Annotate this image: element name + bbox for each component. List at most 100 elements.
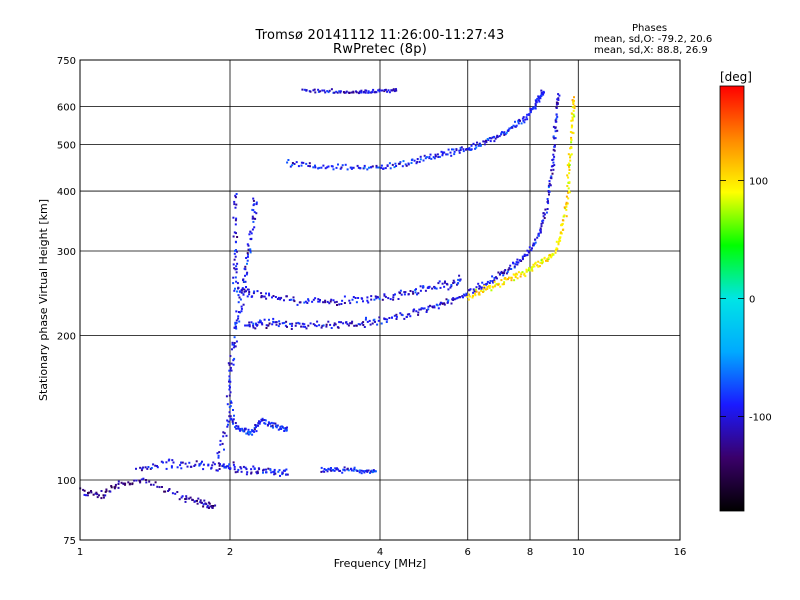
data-point	[304, 300, 307, 303]
data-point	[230, 400, 232, 403]
data-point	[474, 294, 477, 297]
data-point	[280, 296, 283, 299]
data-point	[294, 324, 297, 327]
data-point	[539, 229, 542, 232]
data-point	[478, 287, 481, 290]
data-point	[181, 461, 184, 464]
data-point	[252, 199, 255, 202]
data-point	[202, 503, 205, 506]
data-point	[500, 132, 503, 135]
data-point	[337, 468, 340, 471]
data-point	[301, 88, 304, 91]
data-point	[233, 336, 236, 339]
data-point	[272, 321, 275, 324]
data-point	[438, 280, 441, 283]
data-point	[446, 301, 449, 304]
data-point	[250, 468, 253, 471]
data-point	[376, 323, 379, 326]
data-point	[413, 159, 416, 162]
data-point	[240, 470, 243, 473]
data-point	[308, 162, 311, 165]
data-point	[314, 164, 316, 167]
data-point	[569, 147, 572, 150]
data-point	[255, 201, 258, 204]
data-point	[559, 231, 562, 234]
data-point	[565, 203, 568, 206]
data-point	[428, 156, 431, 158]
data-point	[417, 311, 420, 314]
data-point	[250, 238, 253, 241]
data-point	[170, 465, 173, 468]
data-point	[502, 283, 505, 286]
data-point	[553, 137, 556, 140]
data-point	[554, 126, 557, 129]
data-point	[361, 322, 364, 325]
data-point	[493, 140, 496, 143]
data-point	[237, 317, 240, 320]
data-point	[235, 265, 238, 268]
data-point	[135, 467, 137, 470]
data-point	[488, 282, 491, 284]
data-point	[483, 140, 486, 143]
data-point	[303, 301, 306, 304]
data-point	[185, 497, 188, 500]
data-point	[286, 426, 288, 429]
data-point	[359, 323, 362, 326]
data-point	[503, 281, 506, 284]
data-point	[419, 285, 422, 288]
x-tick-label: 2	[227, 547, 233, 558]
data-point	[120, 481, 123, 484]
data-point	[348, 92, 351, 94]
y-tick-label: 600	[57, 103, 76, 114]
data-point	[239, 298, 242, 301]
data-point	[493, 277, 496, 279]
data-point	[445, 153, 448, 156]
data-point	[548, 193, 550, 196]
data-point	[351, 298, 354, 301]
data-point	[249, 249, 252, 252]
data-point	[462, 296, 464, 299]
data-point	[332, 468, 335, 471]
data-point	[350, 467, 353, 470]
data-point	[374, 320, 376, 323]
data-point	[328, 89, 331, 92]
data-point	[278, 469, 281, 472]
data-point	[481, 281, 484, 284]
data-point	[486, 286, 489, 288]
data-point	[199, 499, 202, 502]
data-point	[443, 281, 446, 284]
data-point	[458, 274, 461, 277]
data-point	[240, 291, 243, 294]
data-point	[267, 421, 270, 424]
data-point	[550, 175, 553, 178]
data-points	[79, 88, 576, 509]
data-point	[389, 167, 392, 170]
data-point	[330, 298, 333, 301]
data-point	[222, 435, 225, 438]
data-point	[252, 429, 255, 432]
data-point	[197, 497, 200, 500]
data-point	[232, 461, 235, 464]
data-point	[548, 190, 551, 193]
data-point	[321, 324, 324, 327]
data-point	[408, 313, 411, 316]
data-point	[521, 255, 524, 258]
data-point	[184, 500, 187, 503]
data-point	[380, 322, 383, 325]
data-point	[325, 323, 328, 326]
data-point	[215, 469, 218, 472]
data-point	[129, 482, 131, 485]
data-point	[466, 295, 469, 298]
data-point	[311, 300, 314, 303]
y-tick-label: 100	[57, 476, 76, 487]
data-point	[142, 477, 145, 480]
data-point	[477, 144, 480, 147]
data-point	[320, 326, 323, 329]
data-point	[90, 491, 93, 494]
data-point	[460, 146, 463, 149]
y-tick-label: 300	[57, 247, 76, 258]
data-point	[230, 362, 233, 365]
data-point	[317, 300, 320, 303]
data-point	[258, 422, 261, 425]
data-point	[378, 90, 381, 93]
